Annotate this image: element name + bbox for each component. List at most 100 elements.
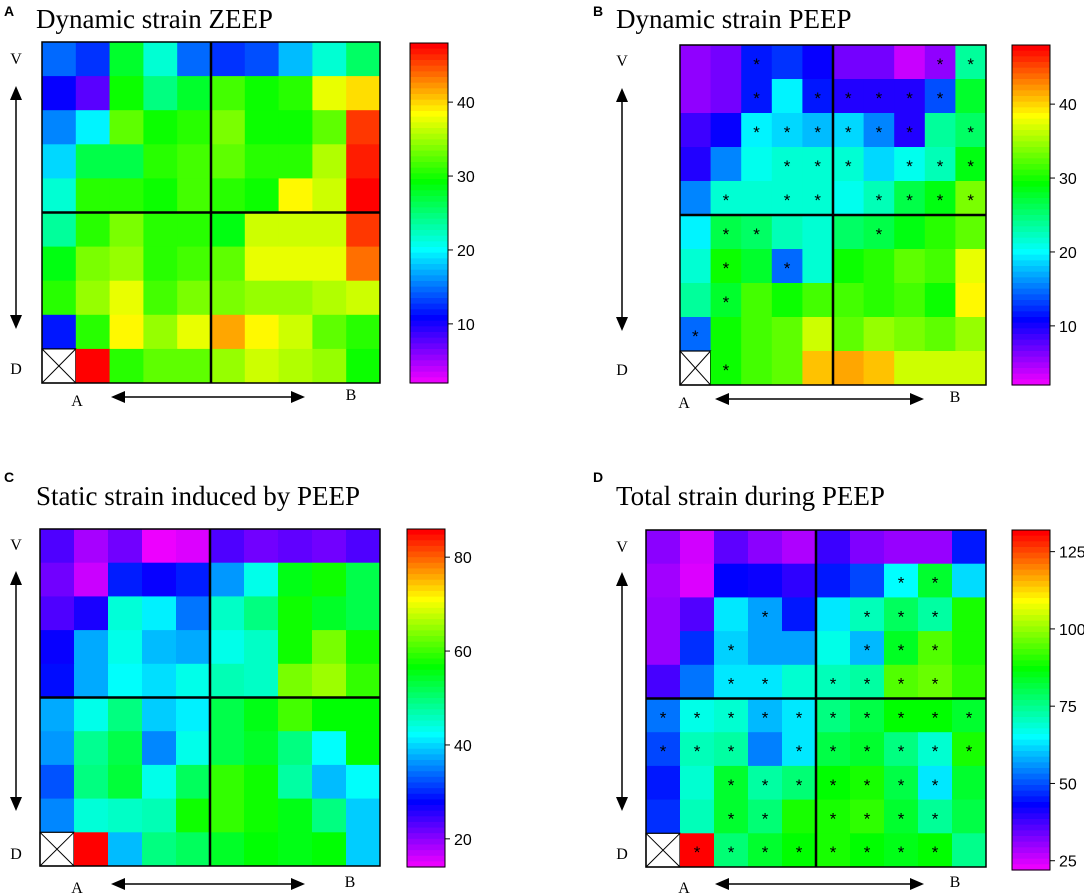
heatmap-cell (108, 764, 143, 800)
heatmap-cell (710, 351, 742, 386)
significance-star: * (898, 742, 905, 761)
heatmap-cell (680, 113, 712, 148)
heatmap-cell (918, 631, 953, 666)
heatmap-cell (816, 732, 851, 767)
colorbar-segment (410, 349, 448, 356)
colorbar-segment (1012, 198, 1050, 205)
heatmap-cell (894, 215, 926, 250)
heatmap-cell (955, 317, 987, 352)
heatmap-cell (40, 764, 75, 800)
heatmap-cell (210, 697, 245, 732)
colorbar-tick-label: 40 (454, 738, 472, 755)
colorbar-segment (1012, 790, 1050, 797)
colorbar-segment (1012, 277, 1050, 284)
heatmap-cell (42, 246, 77, 282)
heatmap-cell (748, 833, 783, 868)
significance-star: * (845, 123, 852, 142)
heatmap-cell (211, 246, 246, 282)
colorbar-segment (410, 332, 448, 339)
heatmap-cell (924, 181, 956, 216)
heatmap-cell (75, 280, 111, 316)
colorbar-segment (410, 343, 448, 350)
heatmap-cell (894, 249, 926, 284)
arrowhead-down-icon (616, 797, 628, 811)
heatmap-cell (244, 314, 280, 350)
colorbar-segment (407, 821, 445, 829)
label-a: A (71, 393, 83, 410)
heatmap-cell (680, 317, 712, 352)
colorbar-segment (1012, 581, 1050, 588)
heatmap-cell (346, 529, 381, 564)
heatmap-cell (802, 283, 834, 318)
heatmap-cell (894, 45, 926, 80)
colorbar-segment (410, 320, 448, 327)
panel-label: D (593, 469, 603, 485)
heatmap-cell (312, 110, 347, 145)
colorbar-segment (407, 861, 445, 868)
colorbar-segment (1012, 50, 1050, 57)
heatmap-cell (278, 76, 313, 111)
colorbar-segment (1012, 609, 1050, 616)
arrowhead-left-icon (111, 878, 125, 890)
heatmap-cell (108, 562, 143, 597)
heatmap-cell (748, 631, 783, 666)
heatmap-cell (40, 731, 75, 766)
heatmap-cell (646, 597, 681, 632)
significance-star: * (728, 708, 735, 727)
colorbar-segment (1012, 620, 1050, 627)
colorbar-segment (1012, 271, 1050, 278)
significance-star: * (864, 607, 871, 626)
heatmap-cell (312, 42, 347, 77)
colorbar-segment (407, 590, 445, 598)
heatmap-cell (109, 144, 144, 179)
heatmap-cell (771, 283, 803, 318)
significance-star: * (723, 361, 730, 380)
cross-mark (679, 350, 711, 386)
heatmap-cell (74, 731, 109, 766)
colorbar-segment (1012, 586, 1050, 593)
colorbar-segment (410, 54, 448, 61)
colorbar-segment (1012, 626, 1050, 633)
significance-star: * (876, 225, 883, 244)
heatmap-cell (884, 631, 919, 666)
heatmap-cell (748, 597, 783, 632)
heatmap-cell (884, 799, 919, 834)
significance-star: * (660, 708, 667, 727)
heatmap-cell (142, 663, 177, 698)
heatmap-cell (244, 798, 279, 833)
heatmap-cell (108, 630, 143, 665)
heatmap-cell (176, 764, 211, 800)
colorbar-segment (1012, 90, 1050, 97)
colorbar-tick-label: 40 (1059, 97, 1077, 114)
colorbar-segment (1012, 345, 1050, 352)
heatmap-cell (42, 42, 77, 77)
colorbar-segment (1012, 124, 1050, 131)
heatmap-cell (680, 563, 715, 598)
significance-star: * (753, 123, 760, 142)
heatmap-cell (346, 562, 381, 597)
heatmap-cell (312, 663, 347, 698)
colorbar-segment (407, 534, 445, 541)
heatmap-cell (748, 799, 783, 834)
heatmap-cell (278, 110, 313, 145)
significance-star: * (723, 293, 730, 312)
colorbar-segment (410, 230, 448, 237)
heatmap-cell (312, 562, 347, 597)
colorbar-segment (410, 201, 448, 208)
colorbar-segment (1012, 237, 1050, 244)
heatmap-cell (278, 178, 313, 213)
heatmap-cell (74, 630, 109, 665)
colorbar-segment (410, 218, 448, 225)
heatmap-cell (210, 529, 245, 564)
colorbar-segment (1012, 169, 1050, 176)
heatmap-cell (244, 42, 280, 77)
heatmap-cell (75, 348, 111, 384)
significance-star: * (762, 809, 769, 828)
heatmap-cell (142, 630, 177, 665)
heatmap-cell (278, 630, 313, 665)
heatmap-cell (680, 698, 715, 733)
colorbar-segment (1012, 368, 1050, 375)
heatmap-cell (918, 664, 953, 699)
colorbar-segment (407, 596, 445, 603)
significance-star: * (967, 55, 974, 74)
